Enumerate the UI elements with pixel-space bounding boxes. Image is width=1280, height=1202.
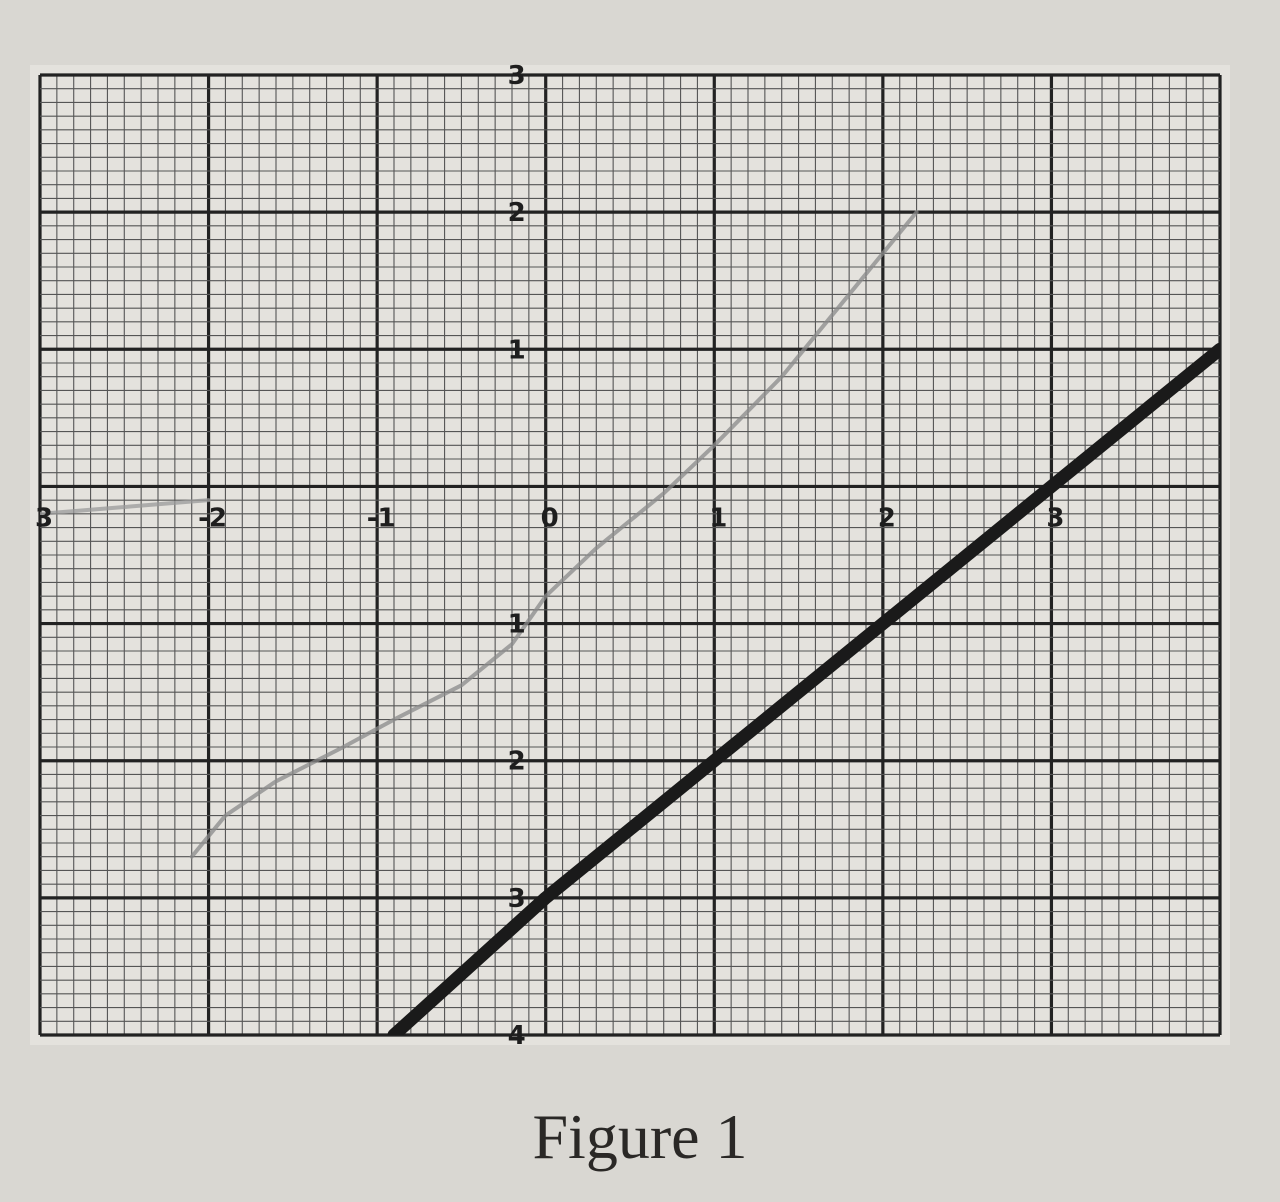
y-tick-label: 4 bbox=[508, 1021, 526, 1051]
y-tick-label: 3 bbox=[508, 884, 526, 914]
x-tick-label: 1 bbox=[709, 503, 727, 533]
x-tick-label: 3 bbox=[1046, 503, 1064, 533]
y-tick-label: 1 bbox=[508, 335, 526, 365]
thick-line-series bbox=[387, 342, 1220, 1035]
y-tick-label: 1 bbox=[508, 610, 526, 640]
figure-caption: Figure 1 bbox=[532, 1101, 748, 1172]
x-tick-label: 3 bbox=[35, 503, 53, 533]
y-tick-label: 2 bbox=[508, 198, 526, 228]
graph-plot: 3 -2 -1 0 1 2 3 3 2 1 1 2 3 4 bbox=[30, 61, 1230, 1051]
y-tick-label: 2 bbox=[508, 747, 526, 777]
y-tick-label: 3 bbox=[508, 61, 526, 91]
x-tick-label: 0 bbox=[541, 503, 559, 533]
x-tick-label: -2 bbox=[198, 503, 227, 533]
x-tick-label: -1 bbox=[367, 503, 396, 533]
faint-curve-series-1 bbox=[189, 210, 919, 859]
x-tick-label: 2 bbox=[878, 503, 896, 533]
faint-curve-series-2 bbox=[40, 498, 211, 516]
